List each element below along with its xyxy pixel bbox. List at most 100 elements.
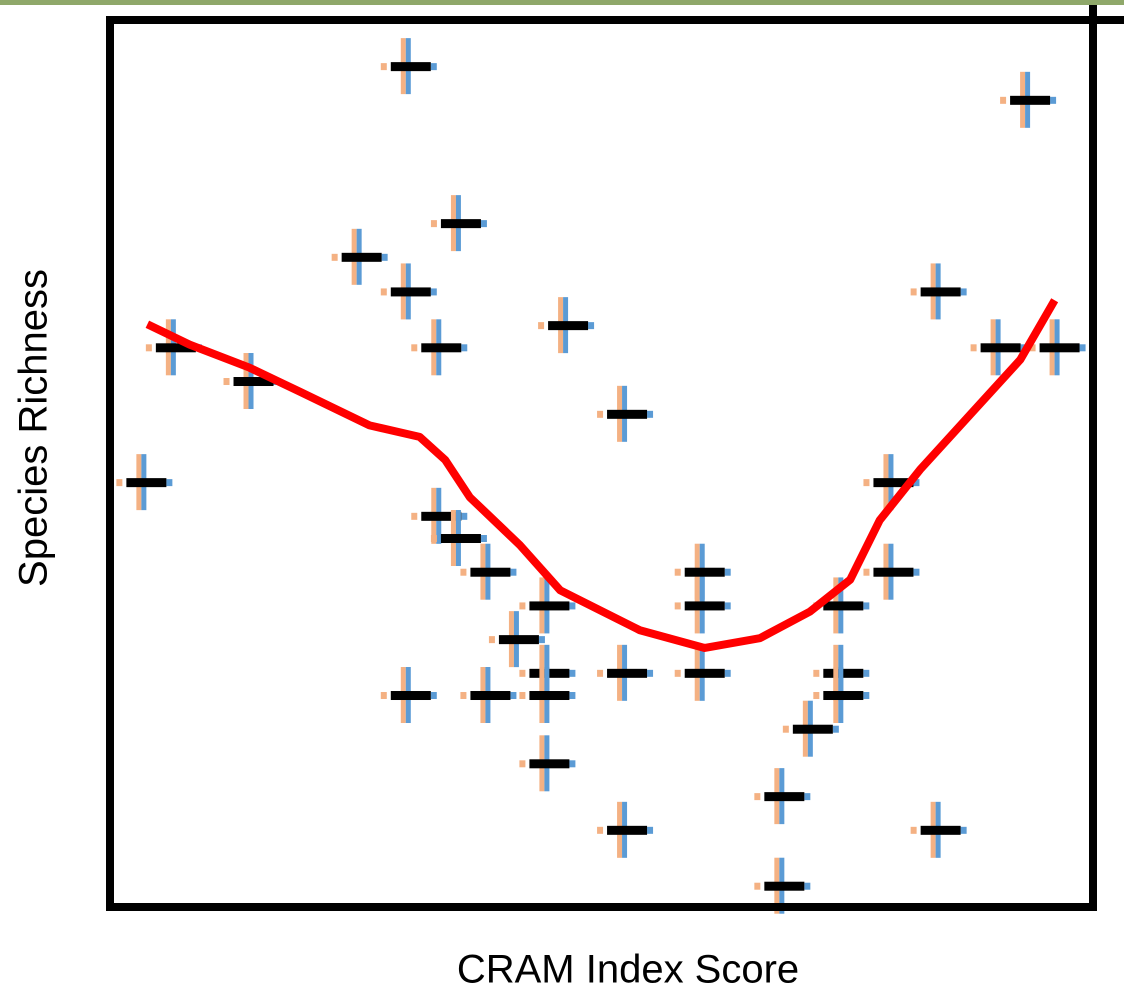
point (911, 802, 967, 858)
marker-part (913, 569, 919, 576)
marker-part (529, 691, 569, 700)
point (538, 297, 594, 353)
marker-part (685, 669, 725, 678)
point (431, 195, 487, 251)
point (783, 701, 839, 757)
marker-part (813, 692, 819, 699)
point (675, 645, 731, 701)
marker-part (588, 322, 594, 329)
marker-part (441, 219, 481, 228)
point (381, 667, 437, 723)
marker-part (116, 479, 122, 486)
marker-part (461, 513, 467, 520)
marker-part (519, 760, 525, 767)
marker-part (961, 288, 967, 295)
point (460, 544, 516, 600)
marker-part (411, 513, 417, 520)
point (754, 768, 810, 824)
marker-part (597, 411, 603, 418)
marker-part (1010, 96, 1050, 105)
marker-part (793, 725, 833, 734)
marker-part (675, 569, 681, 576)
point (519, 577, 575, 633)
marker-part (146, 344, 152, 351)
marker-part (499, 635, 539, 644)
marker-part (597, 827, 603, 834)
marker-part (607, 669, 647, 678)
marker-part (1040, 343, 1080, 352)
marker-part (647, 411, 653, 418)
marker-part (569, 692, 575, 699)
point (460, 667, 516, 723)
page: {"chart_data": { "type": "scatter", "xla… (0, 0, 1124, 993)
point (597, 802, 653, 858)
marker-part (224, 378, 230, 385)
marker-part (460, 692, 466, 699)
marker-part (569, 602, 575, 609)
marker-part (873, 568, 913, 577)
marker-part (675, 670, 681, 677)
marker-part (863, 479, 869, 486)
marker-part (911, 827, 917, 834)
point (381, 38, 437, 94)
point (863, 544, 919, 600)
marker-part (833, 726, 839, 733)
marker-part (510, 569, 516, 576)
marker-part (519, 602, 525, 609)
marker-part (569, 670, 575, 677)
marker-part (725, 602, 731, 609)
marker-part (1080, 344, 1086, 351)
marker-part (391, 62, 431, 71)
grass-strip (0, 0, 1124, 5)
point (381, 263, 437, 319)
marker-part (804, 793, 810, 800)
marker-part (431, 63, 437, 70)
plot-frame (110, 20, 1093, 907)
marker-part (597, 670, 603, 677)
marker-part (381, 63, 387, 70)
marker-part (332, 254, 338, 261)
marker-part (647, 827, 653, 834)
marker-part (519, 670, 525, 677)
marker-part (971, 344, 977, 351)
marker-part (382, 254, 388, 261)
point (1000, 72, 1056, 128)
marker-part (1000, 97, 1006, 104)
marker-part (519, 692, 525, 699)
marker-part (391, 287, 431, 296)
marker-part (529, 601, 569, 610)
marker-part (538, 322, 544, 329)
marker-part (548, 321, 588, 330)
x-axis-title: CRAM Index Score (457, 948, 799, 992)
marker-part (647, 670, 653, 677)
marker-part (754, 883, 760, 890)
point (489, 611, 545, 667)
marker-part (981, 343, 1021, 352)
point (332, 229, 388, 285)
marker-part (863, 602, 869, 609)
marker-part (421, 343, 461, 352)
marker-part (961, 827, 967, 834)
marker-part (607, 826, 647, 835)
marker-part (783, 726, 789, 733)
marker-part (1050, 97, 1056, 104)
marker-part (391, 691, 431, 700)
marker-part (342, 253, 382, 262)
marker-part (764, 882, 804, 891)
marker-part (569, 760, 575, 767)
chart: CRAM Index Score Species Richness (0, 0, 1124, 993)
marker-part (804, 883, 810, 890)
marker-part (510, 692, 516, 699)
marker-part (754, 793, 760, 800)
point (519, 735, 575, 791)
marker-part (529, 759, 569, 768)
marker-part (823, 691, 863, 700)
marker-part (470, 568, 510, 577)
point (116, 454, 172, 510)
marker-part (489, 636, 495, 643)
marker-part (166, 479, 172, 486)
marker-part (481, 220, 487, 227)
trend-line (147, 300, 1054, 648)
marker-part (675, 602, 681, 609)
marker-part (431, 535, 437, 542)
